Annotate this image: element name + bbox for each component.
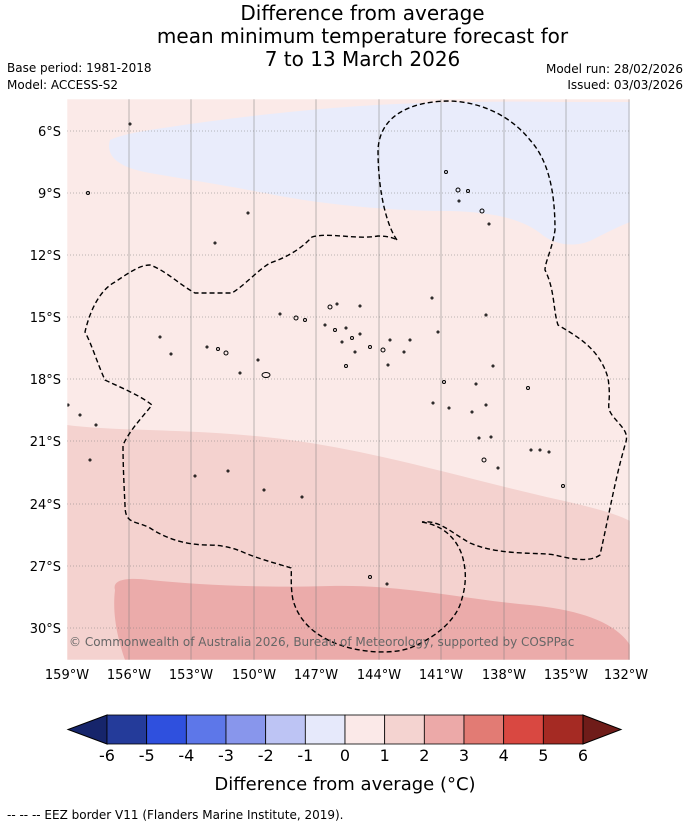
colorbar-tick-label: -2 bbox=[258, 746, 274, 765]
colorbar-over-arrow bbox=[582, 714, 623, 745]
lon-label: 141°W bbox=[419, 668, 463, 683]
colorbar-tick-label: 0 bbox=[340, 746, 350, 765]
colorbar-tick-label: 5 bbox=[538, 746, 548, 765]
colorbar-segment bbox=[503, 714, 544, 745]
issued-date: Issued: 03/03/2026 bbox=[567, 78, 683, 92]
colorbar-tick-label: 2 bbox=[419, 746, 429, 765]
islands bbox=[67, 122, 565, 586]
colorbar-ticks: -6 -5 -4 -3 -2 -1 0 1 2 3 4 5 6 bbox=[99, 746, 588, 765]
base-period: Base period: 1981-2018 bbox=[7, 61, 152, 75]
lon-label: 144°W bbox=[357, 668, 401, 683]
forecast-map: © Commonwealth of Australia 2026, Bureau… bbox=[30, 98, 648, 795]
latitude-labels: 6°S 9°S 12°S 15°S 18°S 21°S 24°S 27°S 30… bbox=[30, 125, 61, 637]
lat-label: 21°S bbox=[30, 435, 61, 450]
map-plot-area: © Commonwealth of Australia 2026, Bureau… bbox=[67, 99, 630, 660]
colorbar-label: Difference from average (°C) bbox=[214, 774, 475, 795]
eez-footnote: -- -- -- EEZ border V11 (Flanders Marine… bbox=[7, 808, 344, 822]
colorbar-tick-label: 1 bbox=[380, 746, 390, 765]
lat-label: 27°S bbox=[30, 560, 61, 575]
colorbar-segment bbox=[344, 714, 386, 745]
lon-label: 150°W bbox=[232, 668, 276, 683]
lon-label: 153°W bbox=[169, 668, 213, 683]
lat-label: 12°S bbox=[30, 249, 61, 264]
colorbar-segment bbox=[106, 714, 148, 745]
longitude-labels: 159°W 156°W 153°W 150°W 147°W 144°W 141°… bbox=[45, 668, 648, 683]
lat-label: 18°S bbox=[30, 373, 61, 388]
colorbar-tick-label: 4 bbox=[499, 746, 509, 765]
title-line-1: Difference from average bbox=[240, 1, 485, 25]
colorbar-segment bbox=[265, 714, 306, 745]
colorbar-segment bbox=[423, 714, 465, 745]
lon-label: 147°W bbox=[294, 668, 338, 683]
lon-label: 132°W bbox=[604, 668, 648, 683]
lat-label: 6°S bbox=[38, 125, 61, 140]
title-line-2: mean minimum temperature forecast for bbox=[156, 24, 569, 48]
lon-label: 138°W bbox=[482, 668, 526, 683]
title-line-3: 7 to 13 March 2026 bbox=[264, 47, 461, 71]
colorbar-tick-label: 3 bbox=[459, 746, 469, 765]
copyright-notice: © Commonwealth of Australia 2026, Bureau… bbox=[69, 635, 574, 649]
colorbar-tick-label: -1 bbox=[297, 746, 313, 765]
model-name: Model: ACCESS-S2 bbox=[7, 78, 119, 92]
anomaly-region-2-3 bbox=[114, 578, 630, 660]
colorbar-tick-label: -6 bbox=[99, 746, 115, 765]
lon-label: 135°W bbox=[544, 668, 588, 683]
colorbar-tick-label: -4 bbox=[178, 746, 194, 765]
map-frame bbox=[66, 98, 631, 661]
colorbar-tick-label: 6 bbox=[578, 746, 588, 765]
colorbar-under-arrow bbox=[66, 714, 108, 745]
lat-label: 24°S bbox=[30, 498, 61, 513]
colorbar-segment bbox=[225, 714, 267, 745]
colorbar-tick-label: -5 bbox=[139, 746, 155, 765]
colorbar-segment bbox=[463, 714, 505, 745]
model-run: Model run: 28/02/2026 bbox=[545, 62, 683, 76]
colorbar-segment bbox=[146, 714, 187, 745]
anomaly-region-minus1-0 bbox=[109, 101, 630, 245]
colorbar: -6 -5 -4 -3 -2 -1 0 1 2 3 4 5 6 Difference from aver… bbox=[66, 714, 623, 795]
colorbar-segments bbox=[106, 714, 584, 745]
colorbar-segment bbox=[304, 714, 346, 745]
lat-label: 30°S bbox=[30, 622, 61, 637]
colorbar-segment bbox=[185, 714, 227, 745]
lon-label: 159°W bbox=[45, 668, 89, 683]
graticule bbox=[67, 99, 630, 660]
colorbar-segment bbox=[542, 714, 584, 745]
lon-label: 156°W bbox=[107, 668, 151, 683]
lat-label: 9°S bbox=[38, 187, 61, 202]
lat-label: 15°S bbox=[30, 311, 61, 326]
colorbar-tick-label: -3 bbox=[218, 746, 234, 765]
colorbar-segment bbox=[384, 714, 425, 745]
eez-border bbox=[84, 100, 628, 653]
